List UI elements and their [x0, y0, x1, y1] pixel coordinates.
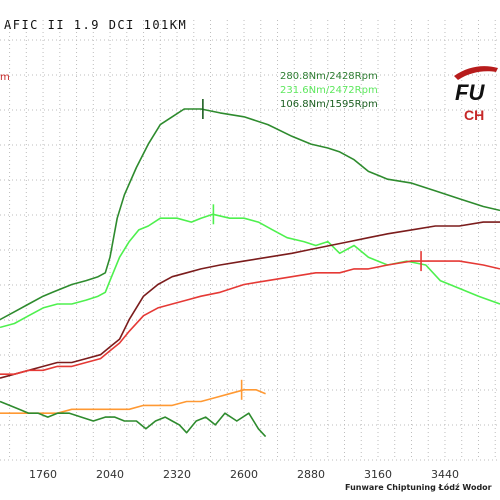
- series-line-2: [0, 213, 500, 329]
- x-axis-ticks: 1760 2040 2320 2600 2880 3160 3440: [29, 468, 459, 481]
- series-line-3: [0, 221, 500, 379]
- series-line-1: [0, 108, 500, 321]
- logo-text-bottom: CH: [464, 107, 484, 120]
- unit-label: m: [0, 72, 10, 83]
- x-tick-label: 2880: [297, 468, 325, 481]
- readout-2: 231.6Nm/2472Rpm: [280, 85, 378, 96]
- chart-grid: [0, 20, 500, 461]
- x-tick-label: 2040: [96, 468, 124, 481]
- chart-series: [0, 108, 500, 438]
- x-tick-label: 3440: [431, 468, 459, 481]
- footer-credit: Funware Chiptuning Łódź Wodor: [345, 483, 492, 492]
- peak-readouts: 280.8Nm/2428Rpm 231.6Nm/2472Rpm 106.8Nm/…: [280, 70, 378, 112]
- logo-text-top: FU: [455, 80, 485, 105]
- x-tick-label: 2600: [230, 468, 258, 481]
- readout-1: 280.8Nm/2428Rpm: [280, 71, 378, 82]
- series-line-6: [0, 400, 267, 438]
- series-line-5: [0, 388, 266, 415]
- x-tick-label: 2320: [163, 468, 191, 481]
- x-tick-label: 1760: [29, 468, 57, 481]
- series-line-4: [0, 260, 500, 376]
- page-title: AFIC II 1.9 DCI 101KM: [4, 18, 188, 32]
- x-tick-label: 3160: [364, 468, 392, 481]
- brand-logo: FU CH: [454, 66, 498, 120]
- readout-3: 106.8Nm/1595Rpm: [280, 99, 378, 110]
- peak-markers: [202, 99, 422, 400]
